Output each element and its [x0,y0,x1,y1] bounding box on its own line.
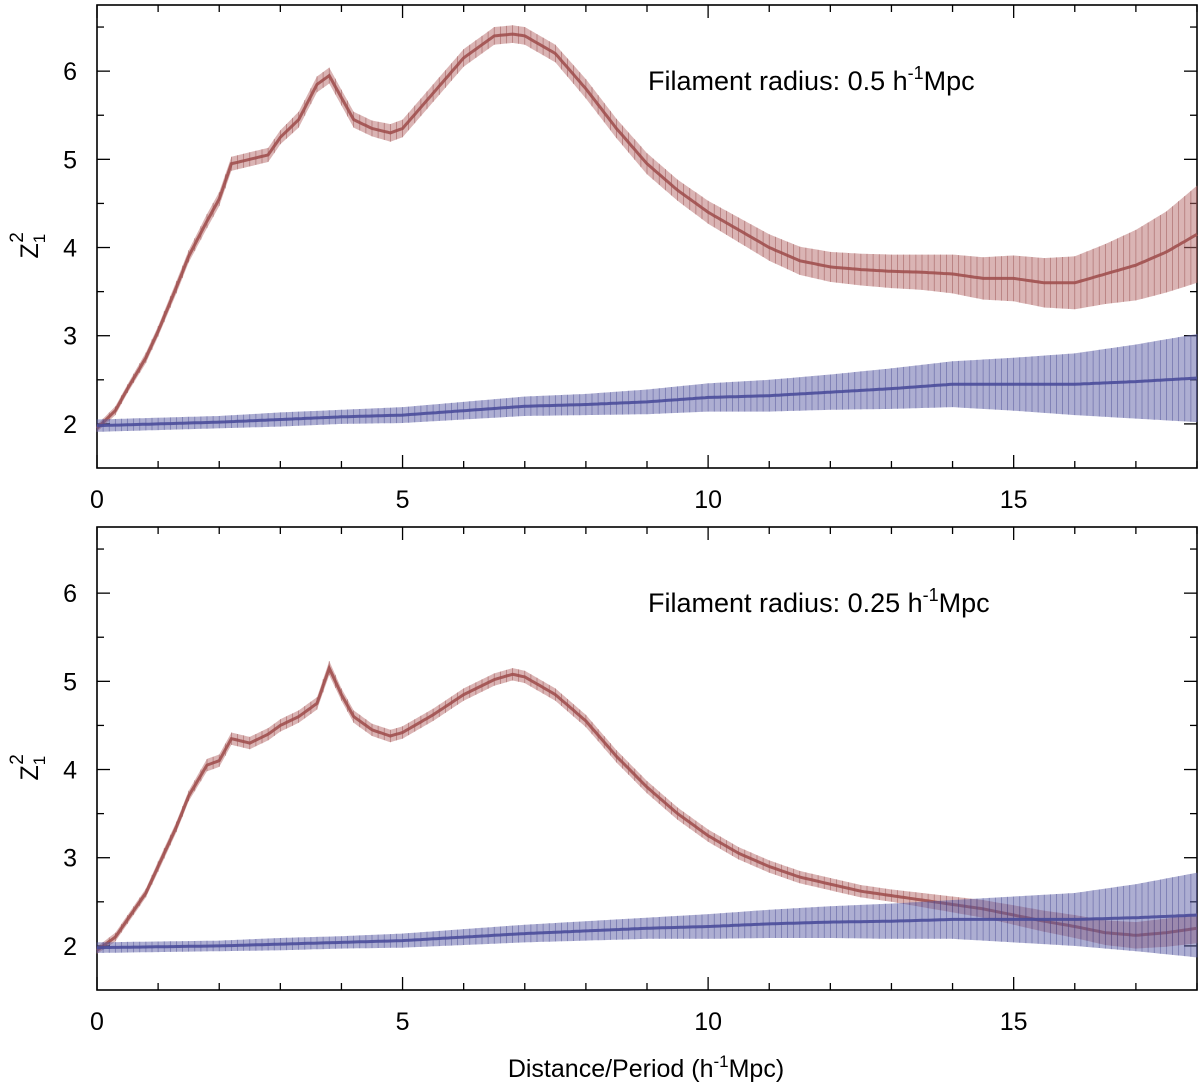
x-tick-label: 10 [694,1008,722,1036]
y-tick-label: 2 [63,933,77,961]
panel-bottom: 0 5 10 15 2 3 4 5 6 Z12 Filament radius: 0.25 h-1M… [7,526,1198,1036]
x-tick-label: 5 [396,486,410,514]
x-tick-label: 15 [1000,486,1028,514]
x-tick-label: 10 [694,486,722,514]
y-tick-label: 4 [63,235,77,263]
y-axis-label: Z12 [7,754,49,780]
panel-top: 0 5 10 15 2 3 4 5 6 Z12 Filament radius: 0.5 h-1Mp… [7,4,1198,514]
series-blue [96,872,1198,958]
y-tick-label: 6 [63,58,77,86]
x-tick-label: 0 [90,486,104,514]
y-tick-label: 4 [63,757,77,785]
series-blue-line [96,913,1198,950]
y-tick-label: 6 [63,580,77,608]
y-tick-label: 2 [63,411,77,439]
y-tick-label: 5 [63,146,77,174]
y-tick-label: 3 [63,323,77,351]
x-tick-label: 15 [1000,1008,1028,1036]
x-tick-label: 0 [90,1008,104,1036]
x-axis-label: Distance/Period (h-1Mpc) [508,1052,784,1083]
y-tick-label: 5 [63,668,77,696]
series-blue-line [96,376,1198,428]
series-blue [96,333,1198,432]
panel-annotation: Filament radius: 0.25 h-1Mpc [648,585,990,618]
series-red [95,25,1198,432]
panel-annotation: Filament radius: 0.5 h-1Mpc [648,63,975,96]
series-red-line [95,32,1198,430]
y-tick-label: 3 [63,845,77,873]
x-tick-label: 5 [396,1008,410,1036]
y-axis-label: Z12 [7,232,49,258]
